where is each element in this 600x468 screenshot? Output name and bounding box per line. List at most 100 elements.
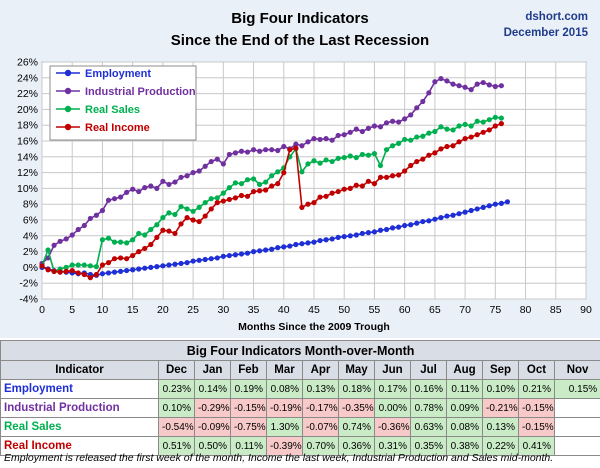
data-point (341, 186, 347, 192)
data-point (172, 211, 178, 218)
row-label: Employment (0, 379, 159, 399)
data-point (486, 82, 492, 88)
data-point (377, 162, 384, 169)
data-point (426, 130, 432, 136)
x-tick-label: 50 (338, 304, 350, 316)
x-tick-label: 0 (39, 304, 45, 316)
data-point (214, 195, 220, 201)
table-cell: 0.17% (374, 379, 411, 399)
data-point (196, 218, 202, 225)
table-cell: -0.21% (482, 398, 519, 418)
y-tick-label: 0% (23, 262, 38, 274)
table-cell: 0.15% (553, 379, 600, 399)
data-point (383, 226, 390, 233)
indicator-header: Indicator (0, 360, 159, 380)
data-point (220, 190, 226, 196)
data-point (353, 232, 359, 238)
data-point (202, 200, 208, 206)
data-point (124, 240, 130, 246)
legend-marker (64, 123, 72, 131)
data-point (214, 200, 220, 206)
data-point (269, 183, 275, 189)
data-point (305, 161, 311, 167)
data-point (45, 267, 51, 273)
data-point (329, 190, 335, 196)
data-point (396, 172, 402, 178)
table-cell: -0.35% (338, 398, 375, 418)
data-point (130, 267, 136, 273)
data-point (136, 230, 142, 237)
month-header: Feb (230, 360, 267, 380)
table-cell: 0.14% (194, 379, 231, 399)
data-point (456, 83, 462, 89)
data-point (486, 127, 492, 133)
table-cell: -0.15% (518, 398, 555, 418)
data-point (51, 268, 57, 274)
y-tick-label: 10% (17, 183, 38, 195)
data-point (184, 173, 190, 179)
y-tick-label: -2% (19, 278, 38, 290)
data-point (275, 169, 281, 175)
data-point (299, 241, 305, 247)
data-point (263, 147, 269, 153)
data-point (341, 132, 347, 138)
table-cell (553, 436, 600, 456)
data-point (232, 150, 239, 156)
data-point (444, 78, 450, 84)
data-point (408, 112, 414, 118)
data-point (389, 173, 396, 179)
table-cell: 0.22% (482, 436, 519, 456)
data-point (347, 129, 353, 135)
data-point (257, 181, 263, 188)
data-point (130, 237, 136, 243)
data-point (148, 241, 154, 248)
data-point (250, 147, 257, 153)
x-tick-label: 45 (308, 304, 320, 316)
data-point (220, 161, 226, 167)
data-point (450, 127, 456, 133)
month-header: Sep (482, 360, 519, 380)
data-point (323, 157, 329, 163)
data-point (93, 212, 99, 218)
y-tick-label: 26% (17, 57, 38, 69)
data-point (311, 136, 317, 142)
data-point (353, 182, 359, 188)
data-point (238, 148, 245, 154)
data-point (359, 230, 365, 237)
data-point (420, 218, 426, 225)
data-point (184, 206, 190, 212)
table-cell: -0.15% (230, 398, 267, 418)
data-point (305, 201, 311, 207)
data-point (408, 162, 414, 169)
x-tick-label: 10 (97, 304, 109, 316)
data-point (244, 149, 251, 155)
table-cell: 0.63% (410, 417, 447, 437)
data-point (365, 178, 371, 184)
table-cell: 0.50% (194, 436, 231, 456)
month-header: Aug (446, 360, 483, 380)
data-point (232, 195, 239, 201)
data-point (99, 262, 106, 268)
data-point (166, 210, 172, 216)
data-point (498, 121, 504, 127)
data-point (498, 200, 504, 207)
data-point (371, 229, 378, 235)
data-point (462, 84, 468, 90)
data-point (329, 158, 335, 165)
table-cell: 0.74% (338, 417, 375, 437)
data-point (414, 134, 420, 140)
table-cell: 0.18% (338, 379, 375, 399)
data-point (287, 147, 293, 153)
table-cell: 0.13% (302, 379, 339, 399)
data-point (414, 105, 420, 111)
data-point (172, 261, 178, 267)
data-point (432, 216, 438, 222)
x-axis-title: Months Since the 2009 Trough (238, 321, 390, 333)
data-point (402, 222, 408, 229)
data-point (353, 154, 359, 161)
data-point (208, 206, 214, 212)
data-point (299, 169, 305, 175)
table-cell (553, 398, 600, 418)
x-tick-label: 75 (489, 304, 501, 316)
data-point (420, 98, 426, 105)
